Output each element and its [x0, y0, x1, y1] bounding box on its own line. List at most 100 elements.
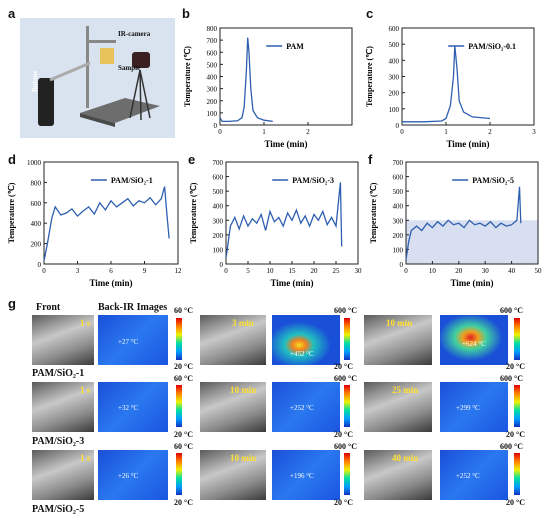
y-axis-label: Temperature (℃) [365, 46, 374, 107]
colorbar-bottom-row1-2: 20 °C [334, 362, 353, 371]
colorbar-bottom-row3-2: 20 °C [334, 498, 353, 507]
ir-image-row1-3 [440, 315, 508, 365]
y-tick-label: 200 [389, 90, 400, 98]
time-row2-t1: 1 s [80, 385, 91, 395]
plot-frame [405, 161, 539, 265]
photo-row1-t1 [32, 315, 94, 365]
y-tick-label: 500 [207, 61, 218, 69]
colorbar-bottom-row2-1: 20 °C [174, 430, 193, 439]
ir-image-row3-3 [440, 450, 508, 500]
colorbar-top-row2-3: 600 °C [500, 374, 523, 383]
time-row1-t3: 10 min [386, 318, 413, 328]
colorbar-top-row3-3: 600 °C [500, 442, 523, 451]
y-tick-label: 300 [213, 217, 224, 225]
time-row3-t1: 1 s [80, 453, 91, 463]
x-tick-label: 3 [532, 128, 536, 136]
series-line [43, 186, 170, 262]
ir-image-row3-1 [98, 450, 168, 500]
x-tick-label: 6 [109, 267, 113, 275]
legend-label: PAM/SiO₂-1 [111, 176, 153, 185]
y-axis-label: Temperature (℃) [7, 182, 16, 243]
photo-row1-t3 [364, 315, 432, 365]
photo-row1-t2 [200, 315, 266, 365]
butane-label: Butane [31, 70, 39, 92]
ir-image-row2-2 [272, 382, 340, 432]
y-tick-label: 1000 [27, 159, 42, 167]
y-tick-label: 600 [31, 200, 42, 208]
y-tick-label: 400 [389, 57, 400, 65]
y-tick-label: 100 [393, 246, 404, 254]
x-tick-label: 10 [267, 267, 275, 275]
x-tick-label: 2 [488, 128, 492, 136]
y-tick-label: 200 [393, 232, 404, 240]
y-tick-label: 700 [207, 37, 218, 45]
x-tick-label: 30 [482, 267, 490, 275]
y-tick-label: 400 [393, 203, 404, 211]
legend-label: PAM/SiO₂-3 [292, 176, 334, 185]
x-tick-label: 30 [355, 267, 363, 275]
time-row1-t1: 1 s [80, 318, 91, 328]
y-tick-label: 500 [389, 41, 400, 49]
panel-label-c: c [366, 6, 374, 21]
time-row3-t2: 10 min [230, 453, 257, 463]
colorbar-top-row3-1: 60 °C [174, 442, 193, 451]
x-tick-label: 0 [218, 128, 222, 136]
y-tick-label: 600 [389, 25, 400, 33]
photo-row2-t2 [200, 382, 266, 432]
y-axis-label: Temperature (℃) [183, 46, 192, 107]
x-tick-label: 0 [42, 267, 46, 275]
time-row2-t3: 25 min [392, 385, 419, 395]
x-tick-label: 1 [444, 128, 448, 136]
ir-temp-row2-3: +299 °C [456, 404, 480, 412]
x-tick-label: 9 [143, 267, 147, 275]
colorbar-bottom-row1-1: 20 °C [174, 362, 193, 371]
colorbar-bottom-row2-2: 20 °C [334, 430, 353, 439]
y-tick-label: 0 [396, 122, 400, 130]
colorbar-row1-1 [176, 318, 182, 360]
chart-c: 0 100 200 300 400 500 600 0 1 2 3 Time (min) Tempera… [365, 25, 536, 149]
x-tick-label: 25 [333, 267, 341, 275]
ir-temp-row1-2: +452 °C [290, 350, 314, 358]
colorbar-top-row2-2: 600 °C [334, 374, 357, 383]
y-tick-label: 600 [207, 49, 218, 57]
photo-row3-t3 [364, 450, 432, 500]
y-tick-label: 200 [213, 232, 224, 240]
colorbar-row2-3 [514, 385, 520, 427]
panel-label-b: b [182, 6, 190, 21]
y-tick-label: 500 [213, 188, 224, 196]
legend-label: PAM [286, 42, 304, 51]
chart-e: 0 100 200 300 400 500 600 700 0 5 10 15 20 25 30 Time (… [189, 159, 363, 288]
x-tick-label: 12 [175, 267, 183, 275]
y-tick-label: 300 [393, 217, 404, 225]
panel-label-g: g [8, 296, 16, 311]
colorbar-row3-2 [344, 453, 350, 495]
colorbar-row2-1 [176, 385, 182, 427]
y-tick-label: 400 [31, 220, 42, 228]
colorbar-row3-3 [514, 453, 520, 495]
x-tick-label: 5 [246, 267, 250, 275]
x-tick-label: 0 [404, 267, 408, 275]
y-tick-label: 600 [213, 174, 224, 182]
ir-temp-row2-2: +252 °C [290, 404, 314, 412]
experiment-setup-illustration [20, 18, 175, 138]
colorbar-row1-3 [514, 318, 520, 360]
ir-image-row2-3 [440, 382, 508, 432]
ir-image-row1-2 [272, 315, 340, 365]
photo-row3-t1 [32, 450, 94, 500]
x-axis-label: Time (min) [270, 278, 313, 288]
colorbar-row3-1 [176, 453, 182, 495]
y-tick-label: 200 [207, 98, 218, 106]
panel-label-a: a [8, 6, 16, 21]
y-tick-label: 0 [220, 261, 224, 269]
y-tick-label: 300 [389, 74, 400, 82]
legend-label: PAM/SiO₂-5 [472, 176, 514, 185]
y-tick-label: 400 [207, 74, 218, 82]
y-tick-label: 600 [393, 174, 404, 182]
ir-temp-row2-1: +32 °C [118, 404, 139, 412]
y-tick-label: 0 [400, 261, 404, 269]
y-axis-label: Temperature (℃) [189, 182, 198, 243]
series-line [402, 45, 491, 123]
panel-label-d: d [8, 152, 16, 167]
time-row3-t3: 40 min [392, 453, 419, 463]
series-line [219, 37, 273, 123]
